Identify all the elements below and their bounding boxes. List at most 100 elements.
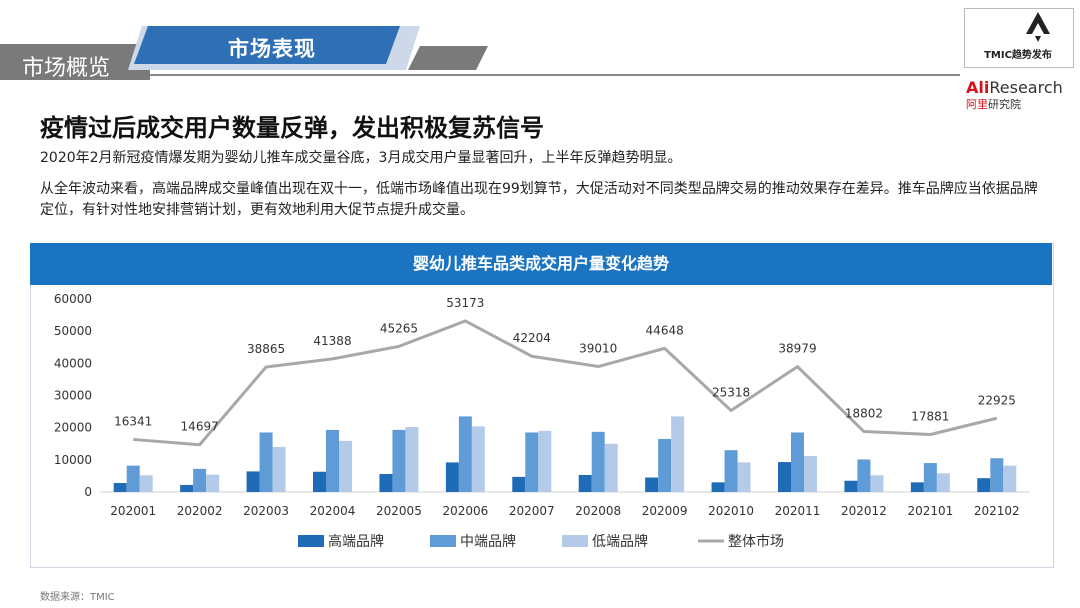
bar-mid (326, 429, 339, 492)
x-tick-label: 202006 (442, 504, 488, 518)
x-tick-label: 202007 (509, 504, 555, 518)
bar-low (139, 475, 153, 492)
bar-low (1003, 465, 1017, 492)
y-tick-label: 30000 (54, 389, 92, 403)
bar-mid (923, 463, 937, 492)
x-tick-label: 202005 (376, 504, 422, 518)
data-label-total: 14697 (181, 420, 219, 434)
trend-chart: 0 10000 20000 30000 40000 50000 60000 202001 202… (54, 292, 1030, 550)
x-tick-label: 202003 (243, 504, 289, 518)
y-tick-label: 40000 (54, 356, 92, 370)
bar-low (538, 430, 552, 492)
x-tick-label: 202002 (177, 504, 223, 518)
bar-high (313, 471, 326, 492)
legend-label: 高端品牌 (328, 533, 384, 550)
bar-low (604, 443, 618, 492)
data-label-total: 39010 (579, 342, 617, 356)
data-label-total: 17881 (911, 409, 949, 423)
bar-high (180, 484, 194, 492)
y-tick-label: 60000 (54, 292, 92, 306)
legend-swatch (562, 535, 588, 547)
bar-high (578, 474, 592, 492)
paragraph-1: 2020年2月新冠疫情爆发期为婴幼儿推车成交量谷底，3月成交用户量显著回升，上半… (40, 150, 682, 166)
bar-mid (259, 432, 273, 492)
legend-swatch (298, 535, 324, 547)
bar-high (512, 476, 526, 492)
bar-high (445, 462, 459, 492)
bar-mid (658, 438, 672, 492)
x-tick-label: 202102 (974, 504, 1020, 518)
y-tick-label: 20000 (54, 421, 92, 435)
line-total-market (133, 319, 998, 447)
section-band (0, 44, 150, 80)
bar-low (671, 416, 685, 492)
data-label-total: 41388 (313, 334, 351, 348)
bar-mid (791, 432, 804, 492)
x-tick-label: 202010 (708, 504, 754, 518)
tmic-logo-text: TMIC趋势发布 (984, 50, 1052, 61)
legend-label: 低端品牌 (592, 533, 648, 550)
header-divider (150, 74, 960, 76)
bar-high (246, 471, 260, 492)
y-tick-label: 50000 (54, 324, 92, 338)
bar-high (778, 462, 791, 492)
bar-low (272, 446, 286, 492)
bar-mid (857, 459, 871, 492)
data-label-total: 22925 (978, 393, 1016, 407)
bar-low (804, 455, 817, 492)
section-label: 市场概览 (22, 56, 111, 81)
paragraph-2: 从全年波动来看，高端品牌成交量峰值出现在双十一，低端市场峰值出现在99划算节，大… (40, 181, 1038, 218)
bar-high (977, 478, 991, 492)
bar-mid (591, 431, 605, 492)
x-tick-label: 202012 (841, 504, 887, 518)
bar-mid (525, 432, 539, 492)
bar-mid (193, 468, 207, 492)
data-label-total: 38979 (778, 342, 816, 356)
bar-high (910, 482, 924, 492)
data-label-total: 25318 (712, 386, 750, 400)
x-tick-label: 202001 (110, 504, 156, 518)
bar-mid (990, 458, 1004, 492)
data-label-total: 38865 (247, 342, 285, 356)
bar-high (844, 480, 858, 492)
bar-mid (126, 465, 140, 492)
page-headline: 疫情过后成交用户数量反弹，发出积极复苏信号 (40, 114, 544, 142)
data-label-total: 42204 (513, 331, 551, 345)
bar-mid (392, 429, 406, 492)
bar-high (379, 473, 393, 492)
chart-title: 婴幼儿推车品类成交用户量变化趋势 (30, 243, 1052, 285)
tab-shape (128, 26, 488, 70)
tmic-logo (964, 8, 1074, 68)
legend-label: 中端品牌 (460, 533, 516, 550)
x-tick-label: 202011 (775, 504, 821, 518)
y-tick-label: 10000 (54, 453, 92, 467)
data-label-total: 44648 (646, 323, 684, 337)
bar-low (936, 473, 950, 492)
data-label-total: 45265 (380, 321, 418, 335)
data-source: 数据来源：TMIC (40, 592, 115, 603)
tab-title: 市场表现 (228, 37, 316, 61)
legend-swatch (430, 535, 456, 547)
bar-mid (724, 450, 738, 492)
bar-high (113, 482, 127, 492)
bar-low (471, 426, 485, 492)
bar-low (339, 440, 352, 492)
y-tick-label: 0 (84, 485, 92, 499)
aliresearch-logo-cn: 阿里研究院 (966, 98, 1021, 111)
legend-label: 整体市场 (728, 533, 784, 550)
data-label-total: 53173 (446, 296, 484, 310)
x-tick-label: 202101 (907, 504, 953, 518)
aliresearch-logo-en: AliResearch (966, 78, 1063, 97)
bar-low (870, 475, 884, 492)
data-label-total: 18802 (845, 407, 883, 421)
bar-low (405, 427, 419, 492)
bar-high (711, 482, 725, 492)
bar-mid (458, 416, 472, 492)
x-tick-label: 202004 (310, 504, 356, 518)
tmic-logo-icon (1026, 12, 1050, 42)
bar-low (206, 474, 220, 492)
data-label-total: 16341 (114, 414, 152, 428)
x-tick-label: 202008 (575, 504, 621, 518)
bar-low (737, 462, 751, 492)
x-tick-label: 202009 (642, 504, 688, 518)
